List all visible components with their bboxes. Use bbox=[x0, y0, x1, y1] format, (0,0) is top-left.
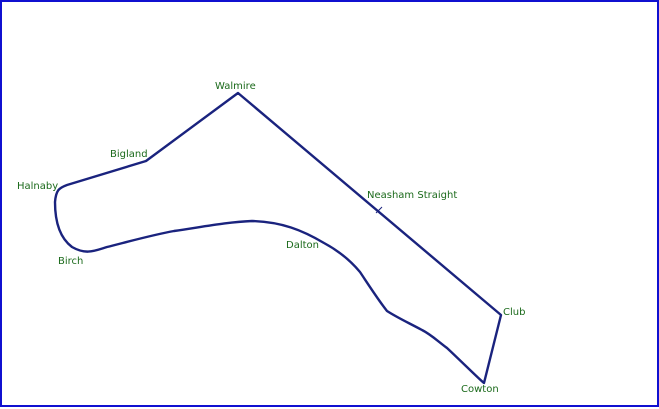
corner-label-birch: Birch bbox=[58, 256, 83, 267]
start-finish-marker bbox=[375, 206, 383, 214]
corner-label-halnaby: Halnaby bbox=[17, 181, 58, 192]
corner-label-neasham-straight: Neasham Straight bbox=[367, 190, 457, 201]
corner-label-club: Club bbox=[503, 307, 525, 318]
corner-label-walmire: Walmire bbox=[215, 81, 256, 92]
corner-label-bigland: Bigland bbox=[110, 149, 148, 160]
corner-label-cowton: Cowton bbox=[461, 384, 499, 395]
track-outline bbox=[53, 91, 503, 385]
corner-label-dalton: Dalton bbox=[286, 240, 319, 251]
